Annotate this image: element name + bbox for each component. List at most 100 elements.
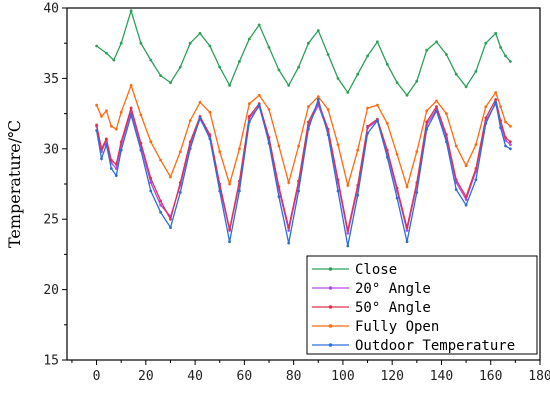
data-point: [509, 60, 512, 63]
data-point: [247, 102, 251, 106]
data-point: [208, 44, 212, 48]
data-point: [105, 137, 108, 141]
data-point: [366, 124, 369, 128]
data-point: [169, 226, 172, 230]
legend-item: 20° Angle: [312, 281, 431, 297]
data-point: [415, 150, 419, 154]
data-point: [247, 115, 251, 118]
data-point: [326, 108, 330, 111]
legend-label: 50° Angle: [355, 300, 431, 316]
data-point: [307, 105, 310, 108]
data-point: [287, 241, 291, 245]
data-point: [336, 143, 340, 147]
data-point: [277, 144, 281, 148]
data-point: [247, 37, 251, 41]
data-point: [112, 58, 116, 62]
data-point: [504, 120, 507, 124]
data-point: [405, 226, 409, 230]
data-point: [474, 143, 478, 147]
legend: Close 20° Angle 50° Angle Fully Open Outdoor…: [306, 255, 538, 355]
data-point: [178, 65, 182, 69]
data-point: [366, 54, 369, 58]
x-tick-label: 140: [430, 369, 453, 384]
series-layer: [95, 8, 512, 248]
data-point: [395, 81, 399, 84]
data-point: [267, 141, 271, 145]
data-point: [267, 108, 271, 111]
data-point: [238, 189, 241, 193]
legend-item: 50° Angle: [312, 300, 431, 316]
legend-label: 20° Angle: [355, 281, 431, 297]
legend-marker: [328, 343, 333, 347]
data-point: [464, 195, 468, 199]
data-point: [494, 98, 498, 101]
data-point: [425, 127, 429, 131]
y-tick-label: 15: [43, 354, 59, 369]
data-point: [385, 122, 389, 125]
data-point: [395, 186, 399, 190]
data-point: [307, 127, 310, 131]
data-point: [105, 51, 108, 55]
data-point: [405, 229, 409, 232]
data-point: [425, 120, 429, 124]
data-point: [509, 124, 512, 128]
data-point: [159, 203, 163, 207]
legend-marker: [328, 305, 333, 309]
data-point: [178, 181, 182, 185]
data-point: [445, 140, 448, 144]
data-point: [228, 240, 232, 244]
data-point: [129, 84, 133, 87]
data-point: [415, 191, 419, 194]
y-tick-label: 25: [43, 213, 59, 228]
data-point: [169, 217, 172, 221]
data-point: [297, 65, 300, 69]
data-point: [484, 122, 488, 125]
data-point: [405, 240, 409, 244]
data-point: [356, 72, 360, 76]
data-point: [415, 79, 419, 83]
legend-item: Outdoor Temperature: [312, 338, 515, 354]
data-point: [208, 110, 212, 114]
data-point: [376, 119, 379, 122]
data-point: [346, 231, 350, 235]
legend-label: Outdoor Temperature: [355, 338, 515, 354]
x-tick-label: 120: [380, 369, 403, 384]
data-point: [277, 68, 281, 72]
data-point: [188, 147, 192, 151]
data-point: [499, 105, 502, 108]
data-point: [95, 103, 98, 107]
data-point: [336, 178, 340, 182]
series-line: [95, 101, 511, 234]
data-point: [346, 244, 350, 248]
data-point: [287, 84, 291, 87]
y-tick-label: 35: [43, 72, 59, 87]
data-point: [435, 105, 438, 108]
data-point: [159, 74, 163, 77]
data-point: [494, 91, 498, 94]
data-point: [509, 143, 512, 147]
legend-marker: [328, 324, 333, 328]
data-point: [114, 162, 118, 166]
data-point: [385, 148, 389, 152]
data-point: [346, 184, 350, 187]
data-point: [307, 41, 310, 45]
data-point: [238, 60, 241, 63]
data-point: [454, 188, 458, 192]
data-point: [119, 41, 123, 45]
x-tick-label: 160: [479, 369, 502, 384]
data-point: [100, 157, 103, 161]
series-close: [95, 8, 512, 97]
data-point: [238, 147, 241, 151]
data-point: [149, 140, 153, 144]
series-fully-open: [95, 83, 512, 190]
data-point: [316, 29, 320, 32]
data-point: [159, 158, 163, 162]
x-tick-label: 80: [286, 369, 302, 384]
data-point: [454, 178, 458, 182]
data-point: [484, 105, 488, 108]
data-point: [149, 181, 153, 185]
data-point: [435, 40, 438, 44]
data-point: [169, 175, 172, 179]
data-point: [100, 147, 103, 151]
